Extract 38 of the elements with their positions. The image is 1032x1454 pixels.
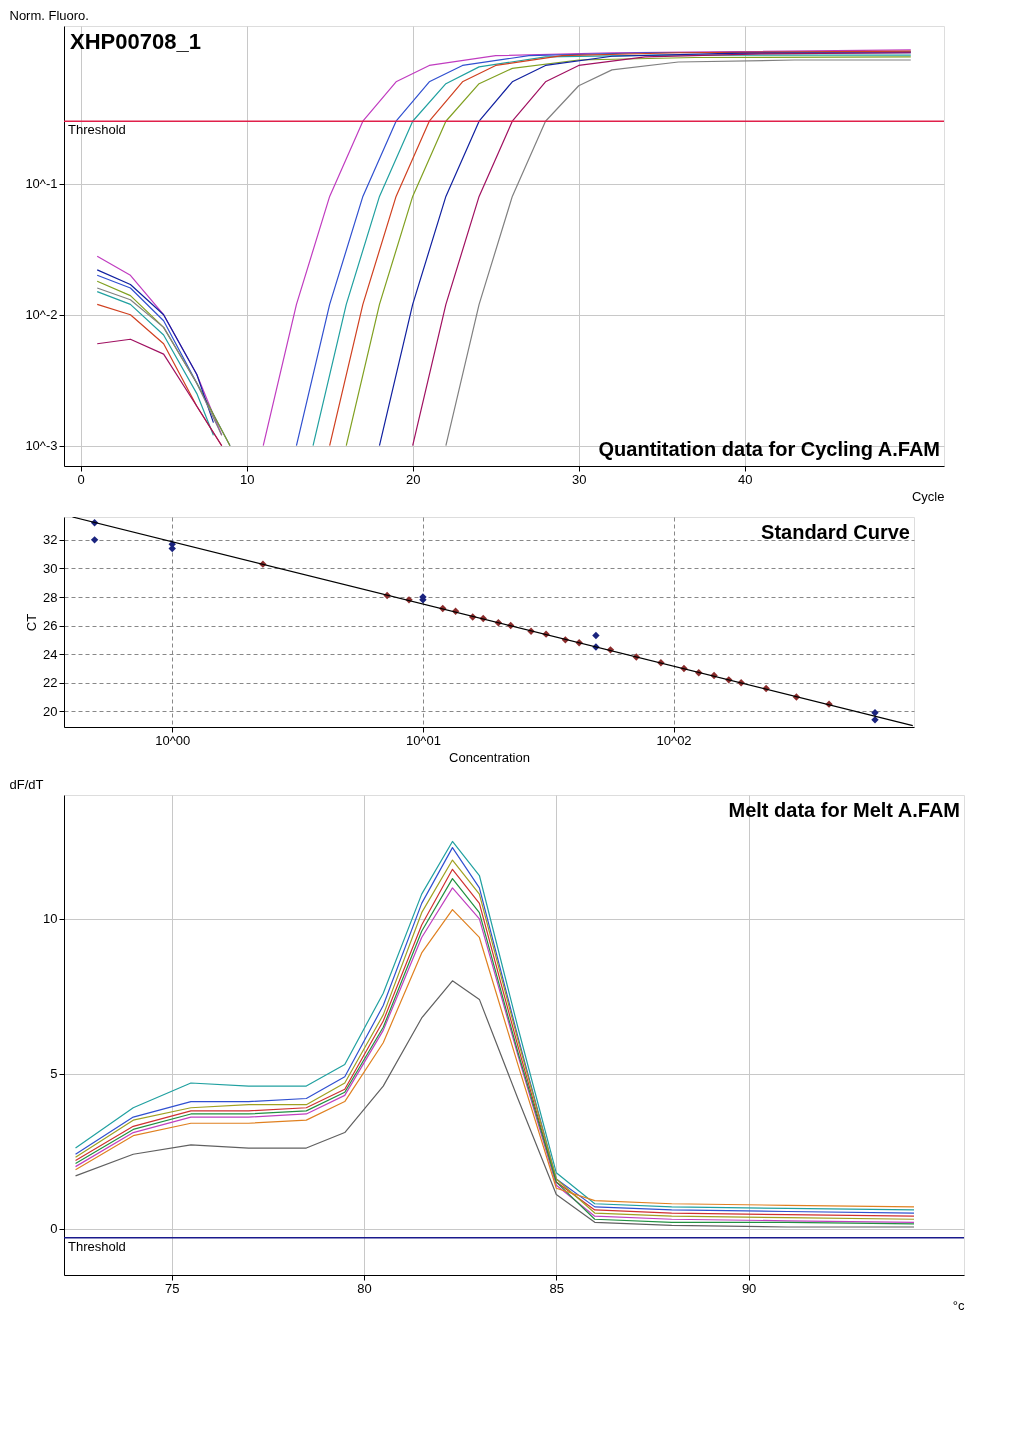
- x-tick-label: 10^01: [405, 732, 441, 748]
- y-tick-label: 10^-3: [25, 438, 58, 454]
- x-tick-label: 30: [571, 471, 587, 487]
- y-tick-label: 26: [43, 618, 58, 634]
- x-tick-label: 10^00: [155, 732, 191, 748]
- y-axis-title: Norm. Fluoro.: [9, 7, 89, 23]
- line-series: [74, 980, 915, 1228]
- ref-line-label: Threshold: [68, 122, 126, 138]
- x-tick-label: 85: [549, 1280, 565, 1296]
- x-tick-label: 90: [741, 1280, 757, 1296]
- y-tick-label: 10^-1: [25, 176, 58, 192]
- y-axis-title: dF/dT: [9, 776, 44, 792]
- x-axis-title: °c: [952, 1297, 965, 1313]
- y-tick-label: 10^-2: [25, 307, 58, 323]
- x-tick-label: 80: [357, 1280, 372, 1296]
- y-tick-label: 22: [43, 675, 58, 691]
- y-tick-label: 32: [43, 532, 58, 548]
- y-tick-label: 20: [43, 703, 58, 719]
- y-tick-label: 0: [50, 1221, 58, 1237]
- annotation: Melt data for Melt A.FAM: [728, 799, 960, 821]
- y-axis-title: CT: [24, 613, 40, 632]
- x-tick-label: 0: [77, 471, 85, 487]
- x-axis-title: Cycle: [911, 488, 945, 504]
- y-tick-label: 30: [43, 560, 58, 576]
- y-tick-label: 28: [43, 589, 58, 605]
- x-tick-label: 10: [239, 471, 255, 487]
- y-tick-label: 10: [43, 911, 58, 927]
- x-axis-title: Concentration: [449, 749, 530, 765]
- chart-title: XHP00708_1: [70, 29, 201, 54]
- annotation: Standard Curve: [761, 521, 910, 543]
- x-tick-label: 10^02: [656, 732, 692, 748]
- annotation: Quantitation data for Cycling A.FAM: [598, 438, 940, 460]
- ref-line-label: Threshold: [68, 1238, 126, 1254]
- x-tick-label: 20: [405, 471, 421, 487]
- x-tick-label: 75: [164, 1280, 180, 1296]
- x-tick-label: 40: [738, 471, 753, 487]
- y-tick-label: 5: [50, 1066, 58, 1082]
- y-tick-label: 24: [43, 646, 58, 662]
